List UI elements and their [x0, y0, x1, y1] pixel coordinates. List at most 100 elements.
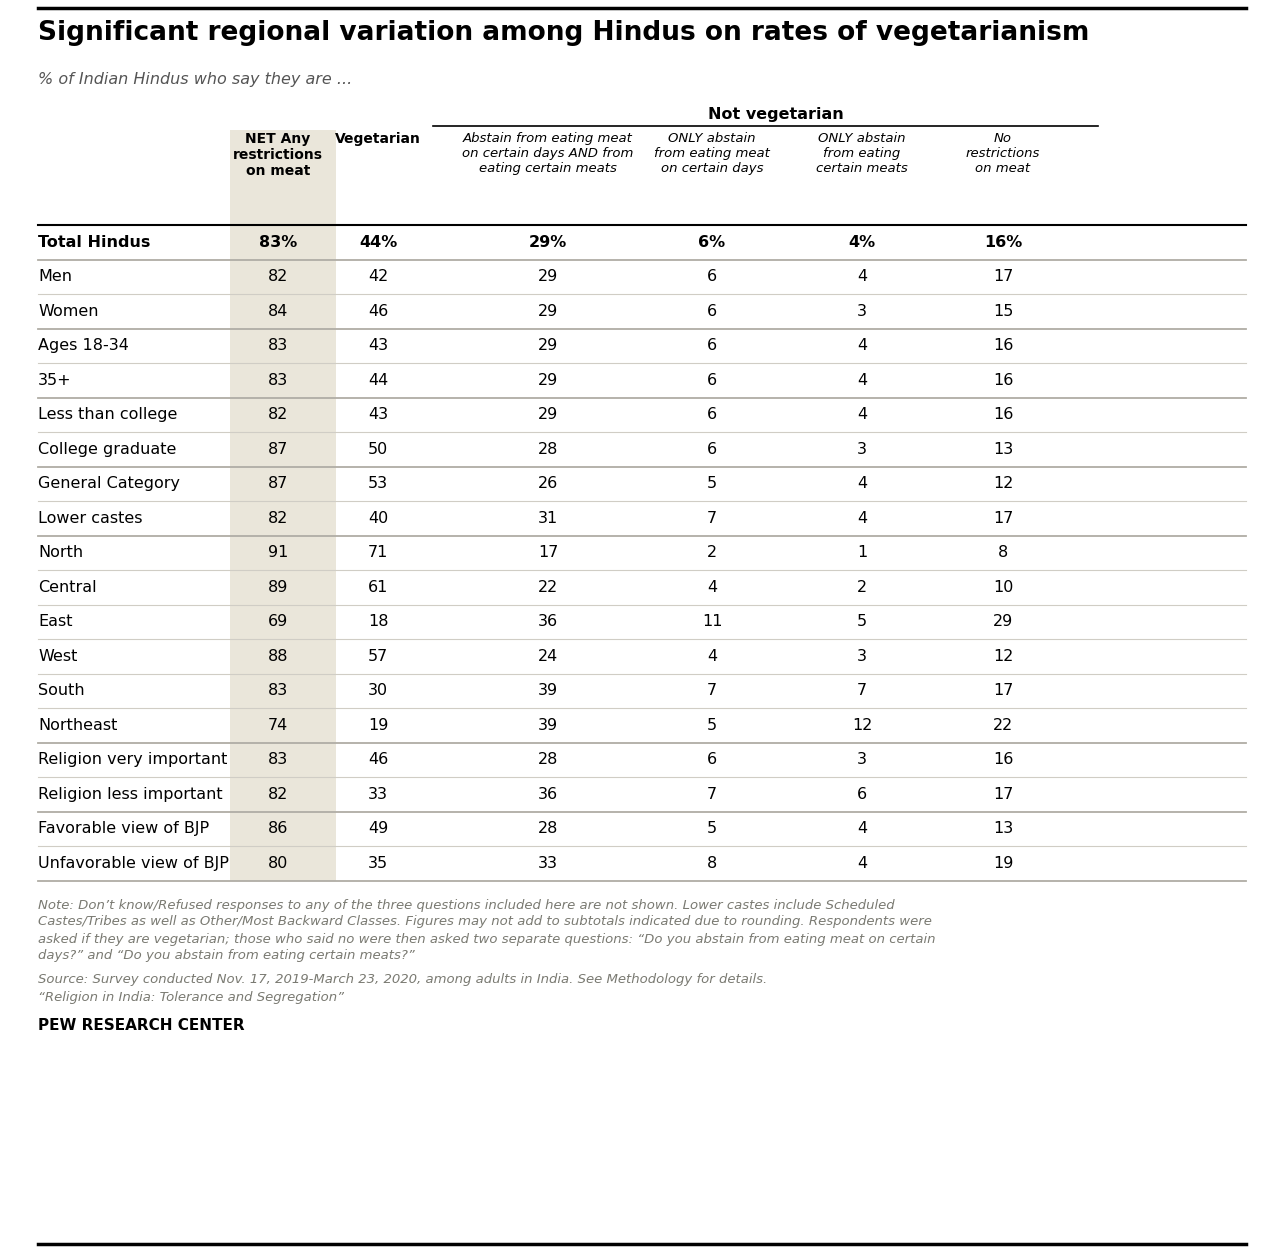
Text: 61: 61 [367, 579, 388, 594]
Text: Unfavorable view of BJP: Unfavorable view of BJP [38, 855, 228, 870]
Text: 43: 43 [367, 339, 388, 354]
Text: 6: 6 [707, 752, 717, 767]
Text: 6: 6 [707, 441, 717, 456]
Text: 69: 69 [268, 614, 288, 630]
Text: 16: 16 [993, 752, 1013, 767]
Text: 83%: 83% [259, 234, 297, 250]
Text: 2: 2 [707, 545, 717, 561]
Text: Note: Don’t know/Refused responses to any of the three questions included here a: Note: Don’t know/Refused responses to an… [38, 899, 894, 912]
Text: 46: 46 [367, 752, 388, 767]
Text: No
restrictions
on meat: No restrictions on meat [966, 132, 1040, 176]
Text: 53: 53 [367, 477, 388, 492]
Text: Less than college: Less than college [38, 408, 177, 423]
Text: 10: 10 [993, 579, 1013, 594]
Text: 19: 19 [993, 855, 1013, 870]
Text: General Category: General Category [38, 477, 180, 492]
Text: asked if they are vegetarian; those who said no were then asked two separate que: asked if they are vegetarian; those who … [38, 933, 935, 946]
Text: 13: 13 [993, 821, 1013, 836]
Text: 44%: 44% [359, 234, 397, 250]
Text: 6: 6 [707, 270, 717, 285]
Text: 29: 29 [538, 372, 558, 387]
Text: Religion less important: Religion less important [38, 786, 222, 801]
Text: 88: 88 [268, 648, 288, 663]
Text: 83: 83 [268, 372, 288, 387]
Text: 29: 29 [993, 614, 1013, 630]
Text: Men: Men [38, 270, 71, 285]
Text: Religion very important: Religion very important [38, 752, 227, 767]
Text: days?” and “Do you abstain from eating certain meats?”: days?” and “Do you abstain from eating c… [38, 949, 415, 963]
Text: 49: 49 [367, 821, 388, 836]
Text: 46: 46 [367, 303, 388, 319]
Text: 5: 5 [707, 821, 717, 836]
Text: 17: 17 [537, 545, 558, 561]
Text: 82: 82 [268, 408, 288, 423]
Text: 7: 7 [707, 510, 717, 525]
Text: 13: 13 [993, 441, 1013, 456]
Text: ONLY abstain
from eating meat
on certain days: ONLY abstain from eating meat on certain… [655, 132, 769, 176]
Text: 82: 82 [268, 510, 288, 525]
Text: 16%: 16% [984, 234, 1022, 250]
Text: 6: 6 [707, 303, 717, 319]
Text: 15: 15 [993, 303, 1013, 319]
Text: 57: 57 [367, 648, 388, 663]
Text: 40: 40 [367, 510, 388, 525]
Text: 12: 12 [852, 717, 873, 732]
Text: 33: 33 [367, 786, 388, 801]
Text: 82: 82 [268, 270, 288, 285]
Text: 16: 16 [993, 408, 1013, 423]
Text: 4: 4 [857, 372, 868, 387]
Text: 11: 11 [702, 614, 722, 630]
Text: 16: 16 [993, 339, 1013, 354]
Text: 82: 82 [268, 786, 288, 801]
Text: North: North [38, 545, 83, 561]
Text: Central: Central [38, 579, 97, 594]
Text: 29: 29 [538, 270, 558, 285]
Text: 44: 44 [367, 372, 388, 387]
Text: Source: Survey conducted Nov. 17, 2019-March 23, 2020, among adults in India. Se: Source: Survey conducted Nov. 17, 2019-M… [38, 973, 767, 986]
Text: 35: 35 [367, 855, 388, 870]
Text: 12: 12 [993, 648, 1013, 663]
Text: 83: 83 [268, 339, 288, 354]
Text: 4: 4 [857, 510, 868, 525]
Text: 17: 17 [993, 683, 1013, 698]
Text: 1: 1 [857, 545, 868, 561]
Text: Total Hindus: Total Hindus [38, 234, 151, 250]
Text: 28: 28 [537, 752, 558, 767]
Text: 6: 6 [707, 408, 717, 423]
Text: 89: 89 [268, 579, 288, 594]
Text: 29: 29 [538, 408, 558, 423]
Text: 16: 16 [993, 372, 1013, 387]
Text: 83: 83 [268, 683, 288, 698]
Text: 5: 5 [707, 717, 717, 732]
Text: 8: 8 [998, 545, 1008, 561]
Text: 50: 50 [367, 441, 388, 456]
Text: 71: 71 [367, 545, 388, 561]
Text: 4: 4 [857, 339, 868, 354]
Text: 6: 6 [857, 786, 868, 801]
Text: 30: 30 [367, 683, 388, 698]
Text: PEW RESEARCH CENTER: PEW RESEARCH CENTER [38, 1018, 245, 1033]
Text: Not vegetarian: Not vegetarian [708, 107, 843, 122]
Text: 83: 83 [268, 752, 288, 767]
Text: 39: 39 [538, 717, 558, 732]
Text: West: West [38, 648, 78, 663]
Text: Lower castes: Lower castes [38, 510, 143, 525]
Text: 5: 5 [857, 614, 868, 630]
Text: Castes/Tribes as well as Other/Most Backward Classes. Figures may not add to sub: Castes/Tribes as well as Other/Most Back… [38, 915, 931, 928]
Text: 4: 4 [857, 855, 868, 870]
Text: 35+: 35+ [38, 372, 71, 387]
Text: ONLY abstain
from eating
certain meats: ONLY abstain from eating certain meats [817, 132, 909, 176]
Text: 7: 7 [857, 683, 868, 698]
Text: 8: 8 [707, 855, 717, 870]
Text: 7: 7 [707, 786, 717, 801]
Text: 22: 22 [538, 579, 558, 594]
Text: College graduate: College graduate [38, 441, 176, 456]
Text: 42: 42 [367, 270, 388, 285]
Text: % of Indian Hindus who say they are ...: % of Indian Hindus who say they are ... [38, 71, 352, 87]
Text: 87: 87 [268, 477, 288, 492]
Bar [230, 130, 336, 224]
Text: 33: 33 [538, 855, 558, 870]
Text: 28: 28 [537, 821, 558, 836]
Text: 7: 7 [707, 683, 717, 698]
Text: 2: 2 [857, 579, 868, 594]
